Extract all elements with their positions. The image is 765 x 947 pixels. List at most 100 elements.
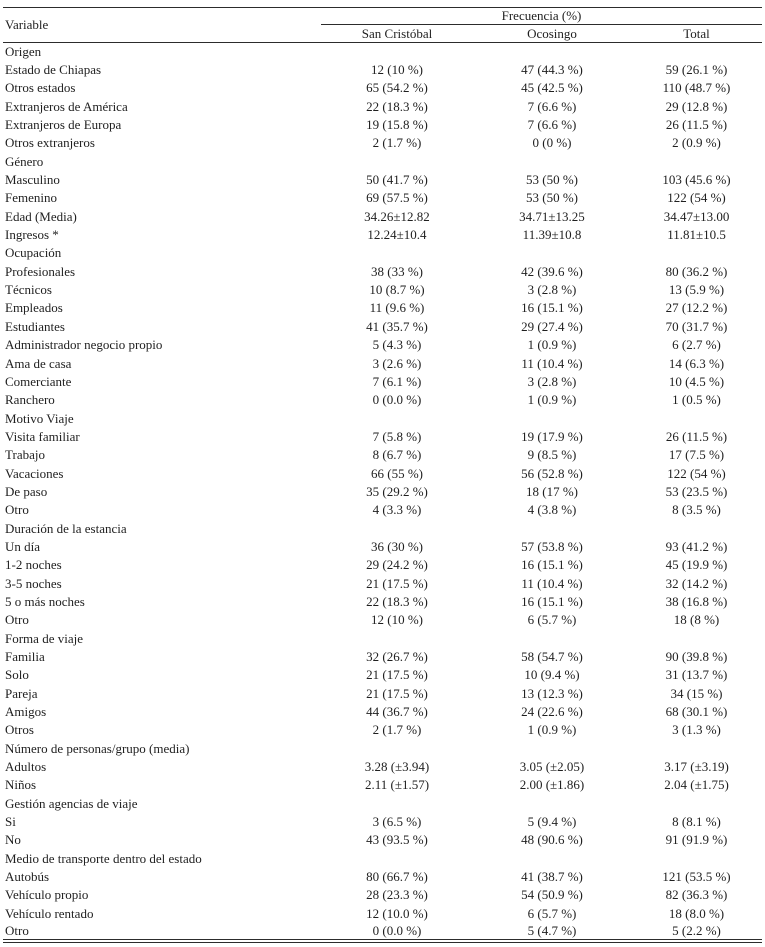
value-cell (631, 43, 762, 61)
value-cell: 1 (0.9 %) (527, 722, 577, 738)
value-cell: 6 (2.7 %) (672, 337, 721, 353)
value-cell (321, 850, 473, 868)
value-cell: 22 (18.3 %) (366, 593, 428, 609)
value-cell: 5 (4.3 %) (372, 337, 422, 353)
data-row: Otro 0 (0.0 %) 5 (4.7 %) 5 (2.2 %) (3, 923, 762, 941)
data-row: Extranjeros de América 22 (18.3 %) 7 (6.6 … (3, 98, 762, 116)
variable-label: Ama de casa (5, 355, 72, 371)
variable-label: Otros estados (5, 80, 76, 96)
value-cell: 7 (6.6 %) (527, 117, 577, 133)
value-cell: 29 (24.2 %) (366, 557, 428, 573)
section-label: Duración de la estancia (5, 520, 127, 536)
value-cell: 19 (15.8 %) (366, 117, 428, 133)
value-cell: 6 (5.7 %) (527, 612, 577, 628)
value-cell (473, 43, 631, 61)
value-cell: 29 (27.4 %) (521, 318, 583, 334)
value-cell: 32 (26.7 %) (366, 649, 428, 665)
section-row: Duración de la estancia (3, 519, 762, 537)
value-cell: 31 (13.7 %) (665, 667, 728, 683)
value-cell: 5 (2.2 %) (672, 923, 721, 939)
value-cell: 11.39±10.8 (522, 227, 582, 243)
value-cell: 42 (39.6 %) (521, 263, 583, 279)
data-row: Administrador negocio propio 5 (4.3 %) 1 (… (3, 336, 762, 354)
data-row: Otro 4 (3.3 %) 4 (3.8 %) 8 (3.5 %) (3, 501, 762, 519)
section-row: Medio de transporte dentro del estado (3, 850, 762, 868)
variable-label: Visita familiar (5, 428, 80, 444)
data-row: De paso 35 (29.2 %) 18 (17 %) 53 (23.5 %) (3, 483, 762, 501)
variable-label: Niños (5, 777, 37, 793)
data-row: 5 o más noches 22 (18.3 %) 16 (15.1 %) 38 (… (3, 593, 762, 611)
section-label: Origen (5, 43, 42, 59)
data-row: Trabajo 8 (6.7 %) 9 (8.5 %) 17 (7.5 %) (3, 446, 762, 464)
value-cell: 8 (3.5 %) (672, 502, 721, 518)
section-row: Género (3, 153, 762, 171)
variable-label: Amigos (5, 704, 47, 720)
value-cell (321, 740, 473, 758)
value-cell: 12.24±10.4 (367, 227, 427, 243)
value-cell (631, 409, 762, 427)
value-cell (321, 153, 473, 171)
value-cell: 2 (1.7 %) (372, 722, 422, 738)
value-cell: 2.00 (±1.86) (519, 777, 585, 793)
value-cell: 3 (6.5 %) (372, 814, 422, 830)
value-cell: 1 (0.5 %) (672, 392, 721, 408)
variable-label: Comerciante (5, 373, 72, 389)
value-cell: 34.26±12.82 (364, 208, 430, 224)
value-cell: 16 (15.1 %) (521, 300, 583, 316)
variable-label: 3-5 noches (5, 575, 62, 591)
value-cell: 47 (44.3 %) (521, 62, 583, 78)
value-cell: 2.11 (±1.57) (364, 777, 430, 793)
value-cell: 5 (4.7 %) (527, 923, 577, 939)
value-cell: 54 (50.9 %) (521, 887, 583, 903)
value-cell: 10 (4.5 %) (668, 373, 725, 389)
data-row: Otros extranjeros 2 (1.7 %) 0 (0 %) 2 (0.9 … (3, 134, 762, 152)
value-cell: 17 (7.5 %) (668, 447, 725, 463)
variable-label: Otro (5, 923, 29, 939)
value-cell: 69 (57.5 %) (366, 190, 428, 206)
value-cell: 122 (54 %) (667, 190, 726, 206)
value-cell: 13 (12.3 %) (521, 685, 583, 701)
value-cell: 21 (17.5 %) (366, 667, 428, 683)
value-cell: 12 (10 %) (371, 612, 423, 628)
variable-label: Extranjeros de Europa (5, 117, 122, 133)
table-header: Variable Frecuencia (%) San Cristóbal Oco… (3, 7, 763, 43)
value-cell: 4 (3.3 %) (372, 502, 422, 518)
value-cell: 80 (36.2 %) (665, 263, 728, 279)
data-row: Visita familiar 7 (5.8 %) 19 (17.9 %) 26 (1… (3, 428, 762, 446)
value-cell (631, 630, 762, 648)
value-cell (321, 795, 473, 813)
value-cell: 6 (5.7 %) (527, 905, 577, 921)
data-row: Otros estados 65 (54.2 %) 45 (42.5 %) 110 (… (3, 79, 762, 97)
value-cell: 91 (91.9 %) (665, 832, 728, 848)
value-cell: 58 (54.7 %) (521, 649, 583, 665)
value-cell: 3 (1.3 %) (672, 722, 721, 738)
value-cell: 65 (54.2 %) (366, 80, 428, 96)
value-cell (631, 850, 762, 868)
frequency-table: Variable Frecuencia (%) San Cristóbal Oco… (3, 7, 763, 944)
value-cell: 10 (9.4 %) (524, 667, 580, 683)
data-row: Vacaciones 66 (55 %) 56 (52.8 %) 122 (54 %) (3, 464, 762, 482)
variable-label: Solo (5, 667, 29, 683)
section-label: Motivo Viaje (5, 410, 74, 426)
variable-label: Femenino (5, 190, 57, 206)
value-cell: 24 (22.6 %) (521, 704, 583, 720)
table-body: Origen Estado de Chiapas 12 (10 %) 47 (44.3… (3, 43, 762, 942)
value-cell: 45 (19.9 %) (665, 557, 728, 573)
value-cell: 3.17 (±3.19) (664, 759, 729, 775)
column-header-san-cristobal: San Cristóbal (321, 24, 473, 43)
column-header-total: Total (631, 24, 763, 43)
variable-label: Edad (Media) (5, 208, 77, 224)
variable-label: 1-2 noches (5, 557, 62, 573)
value-cell: 1 (0.9 %) (527, 392, 577, 408)
column-header-variable: Variable (3, 7, 321, 43)
value-cell: 66 (55 %) (371, 465, 423, 481)
value-cell: 2 (0.9 %) (672, 135, 721, 151)
section-row: Gestión agencias de viaje (3, 795, 762, 813)
value-cell: 21 (17.5 %) (366, 685, 428, 701)
value-cell: 11 (10.4 %) (521, 355, 583, 371)
section-label: Gestión agencias de viaje (5, 795, 138, 811)
value-cell: 22 (18.3 %) (366, 98, 428, 114)
variable-label: 5 o más noches (5, 593, 85, 609)
variable-label: Otros extranjeros (5, 135, 95, 151)
value-cell: 41 (35.7 %) (366, 318, 428, 334)
